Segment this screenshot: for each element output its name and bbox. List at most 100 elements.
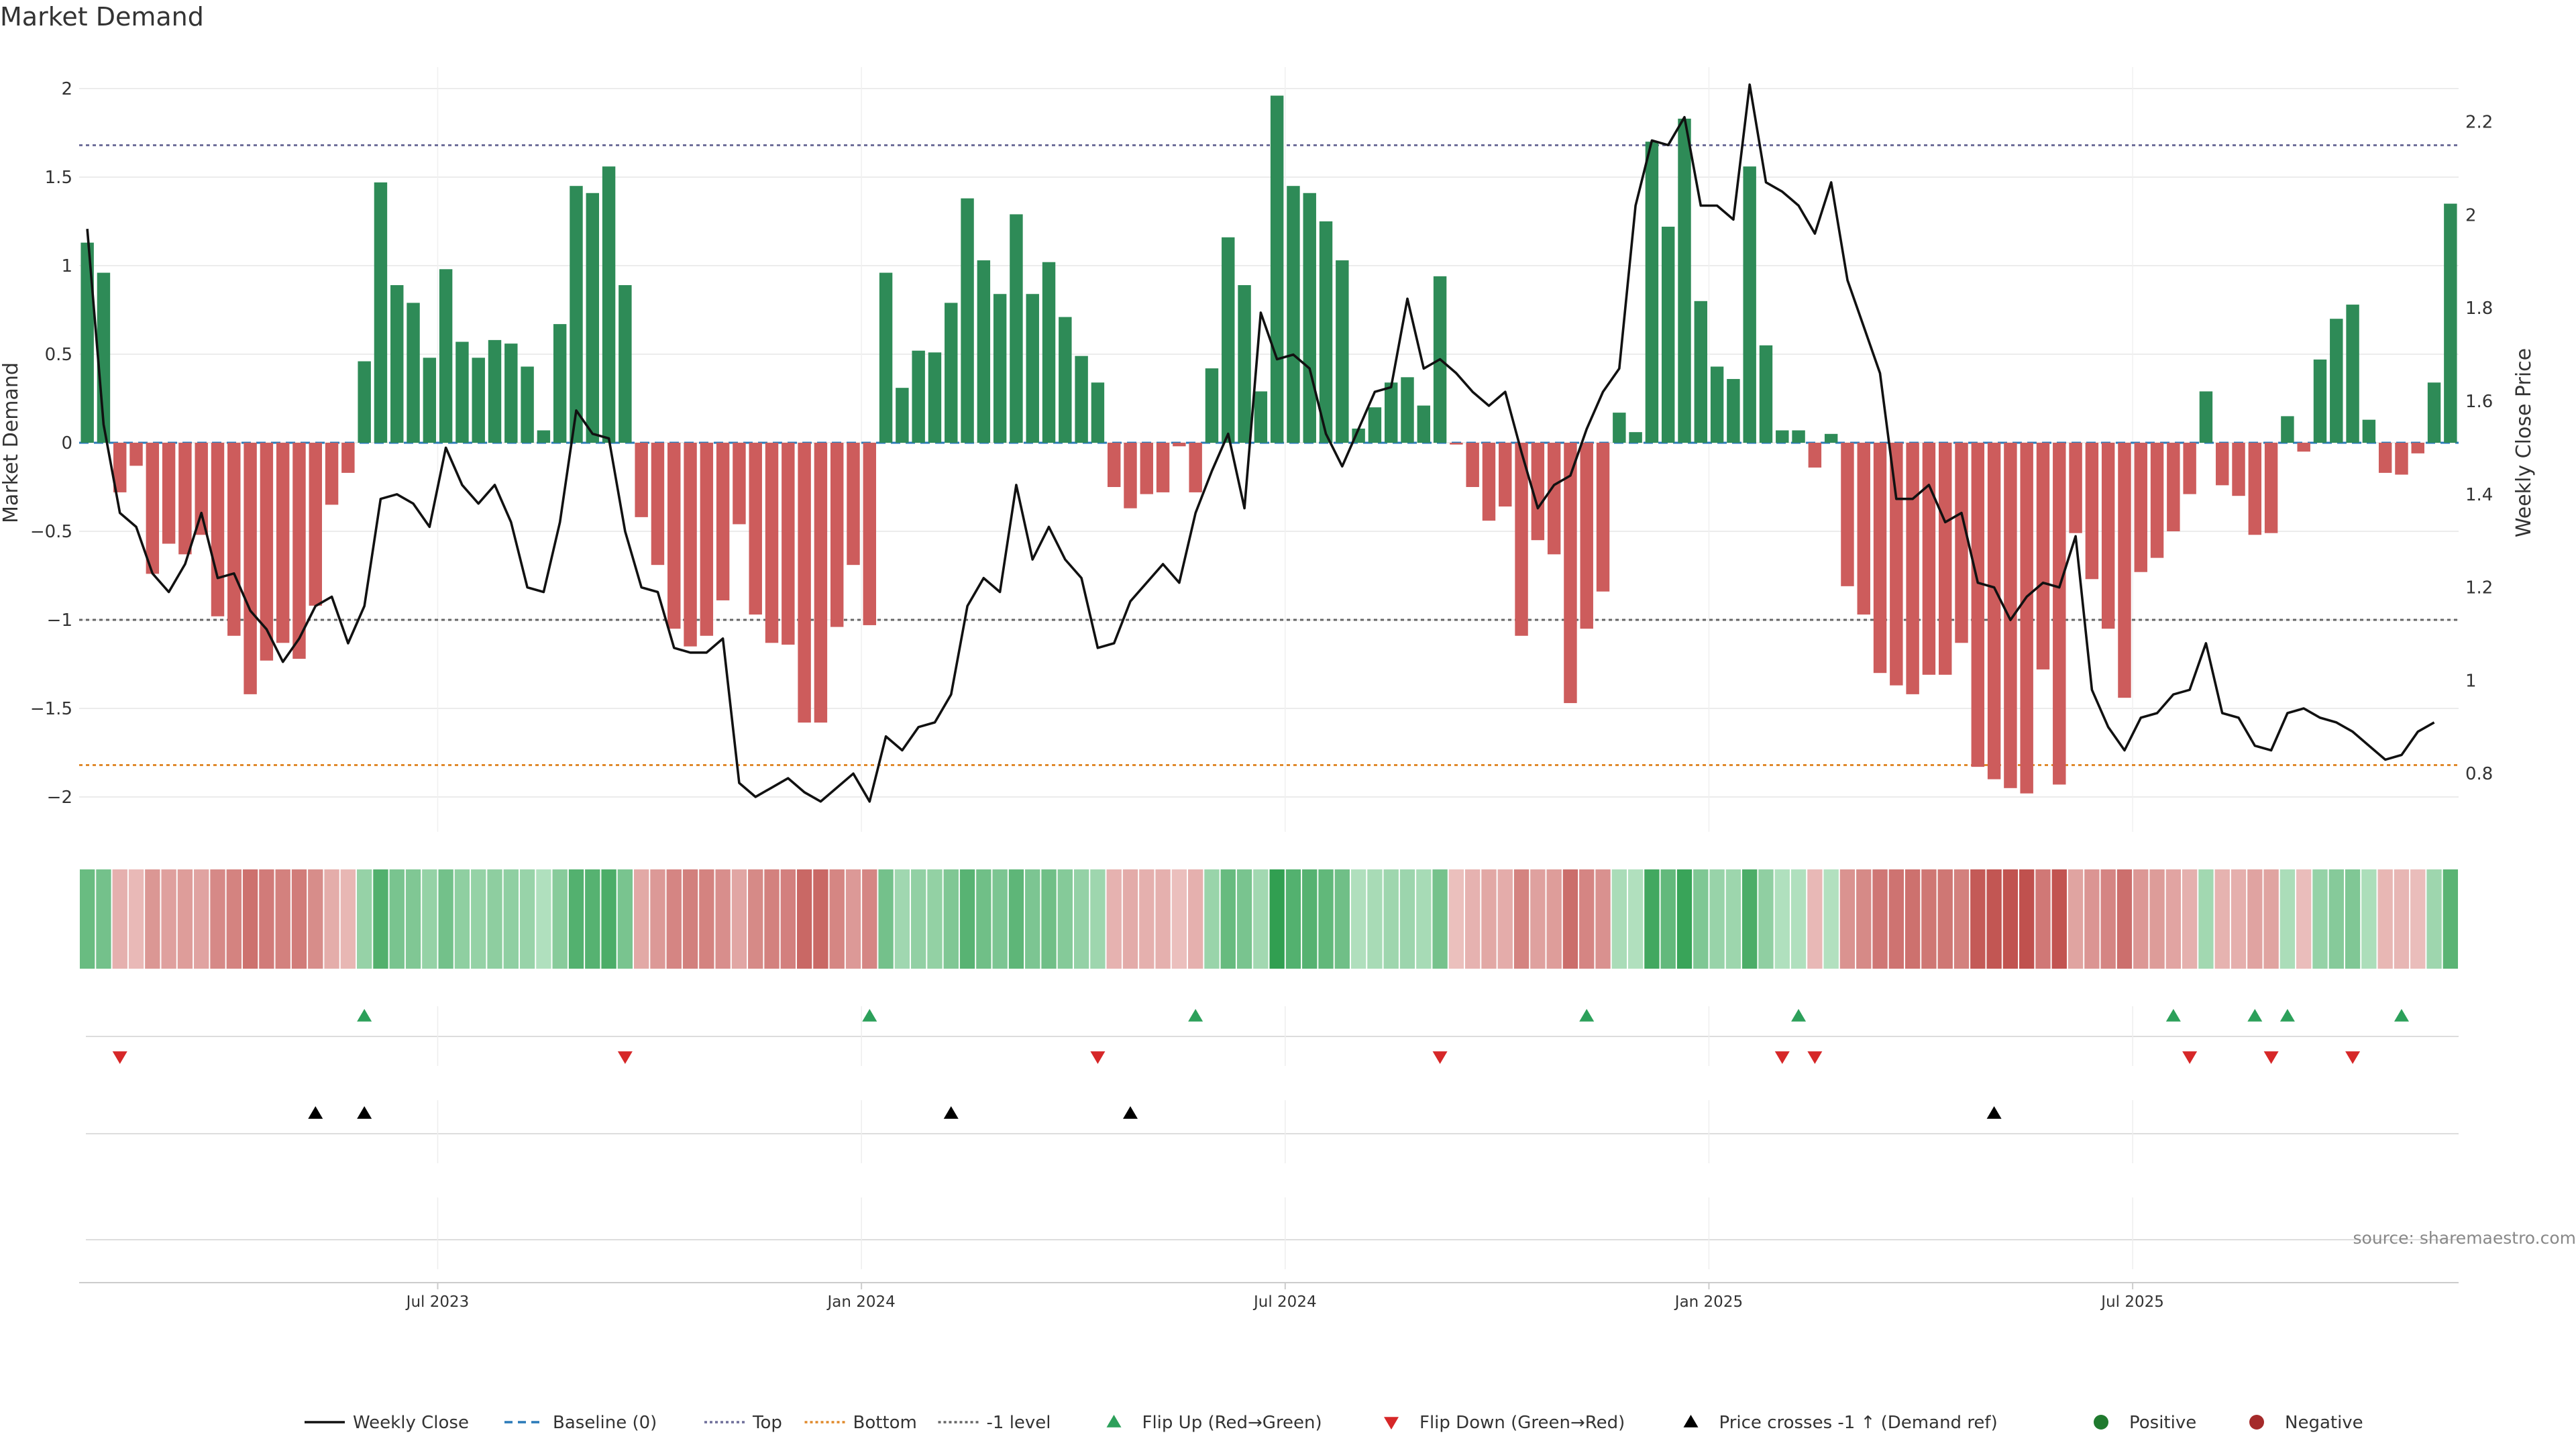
demand-bars xyxy=(80,95,2457,794)
demand-bar-negative xyxy=(325,443,339,505)
heat-cell xyxy=(2035,869,2051,969)
heat-cell xyxy=(1970,869,1986,969)
y-tick-label: −1.5 xyxy=(30,699,72,719)
demand-bar-negative xyxy=(2378,443,2392,473)
heat-cell xyxy=(487,869,502,969)
demand-bar-positive xyxy=(1776,430,1789,443)
demand-bar-negative xyxy=(1808,443,1822,468)
demand-bar-negative xyxy=(1955,443,1968,643)
demand-bar-negative xyxy=(830,443,844,627)
heat-cell xyxy=(1562,869,1578,969)
heat-cell xyxy=(2084,869,2100,969)
demand-bar-negative xyxy=(2036,443,2050,669)
heat-cell xyxy=(780,869,796,969)
flip-down-marker xyxy=(1432,1051,1448,1064)
heat-cell xyxy=(242,869,258,969)
heat-cell xyxy=(1302,869,1318,969)
heat-cell xyxy=(1399,869,1415,969)
legend: Weekly Close Baseline (0) Top Bottom -1 leve… xyxy=(305,1413,2363,1433)
demand-bar-positive xyxy=(1319,221,1333,443)
heat-cell xyxy=(1481,869,1497,969)
heat-cell xyxy=(1122,869,1138,969)
heat-cell xyxy=(226,869,241,969)
heat-cell xyxy=(1546,869,1562,969)
demand-bar-negative xyxy=(260,443,274,661)
price-cross-marker xyxy=(1122,1106,1138,1119)
demand-bar-positive xyxy=(407,303,420,443)
heat-cell xyxy=(291,869,307,969)
demand-bar-positive xyxy=(455,341,469,443)
y-tick-label: −2 xyxy=(47,788,72,808)
demand-bar-negative xyxy=(798,443,811,723)
legend-item: Flip Up (Red→Green) xyxy=(1106,1413,1322,1433)
legend-swatch xyxy=(1384,1417,1399,1430)
demand-bar-negative xyxy=(276,443,290,643)
demand-bar-negative xyxy=(2264,443,2278,533)
heat-cell xyxy=(910,869,926,969)
legend-swatch xyxy=(1106,1415,1122,1428)
legend-label: Top xyxy=(752,1413,782,1433)
heat-cell xyxy=(1448,869,1464,969)
heat-cell xyxy=(1139,869,1155,969)
x-tick-label: Jan 2024 xyxy=(826,1293,895,1311)
heat-cell xyxy=(2214,869,2230,969)
heat-cell xyxy=(1937,869,1953,969)
heat-cell xyxy=(177,869,193,969)
heat-cell xyxy=(2002,869,2019,969)
demand-bar-negative xyxy=(2069,443,2082,533)
demand-bar-positive xyxy=(879,272,893,443)
legend-item: Negative xyxy=(2249,1413,2363,1433)
heat-cell xyxy=(1856,869,1872,969)
heat-cell xyxy=(666,869,682,969)
demand-bar-positive xyxy=(1743,166,1756,443)
flip-up-marker xyxy=(1579,1009,1595,1022)
heat-cell xyxy=(1432,869,1448,969)
heat-cell xyxy=(2165,869,2182,969)
heat-cell xyxy=(1106,869,1122,969)
heat-cell xyxy=(1953,869,1970,969)
demand-bar-negative xyxy=(667,443,681,629)
heat-cell xyxy=(2068,869,2084,969)
y-axis-ticks: 2 1.5 1 0.5 0 −0.5 −1 −1.5 −2 xyxy=(30,79,72,808)
y-tick-label: 0 xyxy=(61,433,72,453)
legend-swatch xyxy=(2094,1415,2108,1430)
heat-cell xyxy=(1986,869,2002,969)
heat-cell xyxy=(2263,869,2279,969)
demand-bar-positive xyxy=(537,430,551,443)
heat-cell xyxy=(1709,869,1725,969)
demand-bar-negative xyxy=(1499,443,1512,507)
demand-bar-positive xyxy=(1222,237,1235,443)
legend-item: Price crosses -1 ↑ (Demand ref) xyxy=(1683,1413,1998,1433)
legend-label: Bottom xyxy=(853,1413,917,1433)
price-cross-marker xyxy=(943,1106,959,1119)
heat-cell xyxy=(1171,869,1187,969)
heat-cell xyxy=(682,869,698,969)
demand-bar-positive xyxy=(1792,430,1805,443)
x-tick-label: Jul 2025 xyxy=(2100,1293,2164,1311)
demand-bar-positive xyxy=(602,166,616,443)
y2-tick-label: 2 xyxy=(2465,205,2477,225)
demand-bar-negative xyxy=(2216,443,2229,486)
demand-bar-negative xyxy=(1515,443,1528,636)
demand-bar-positive xyxy=(1710,366,1724,443)
heat-cell xyxy=(519,869,535,969)
heat-cell xyxy=(699,869,714,969)
heat-cell xyxy=(1057,869,1073,969)
demand-bar-negative xyxy=(1156,443,1170,492)
heat-cell xyxy=(503,869,519,969)
flip-up-marker xyxy=(2247,1009,2263,1022)
heat-cell xyxy=(1921,869,1937,969)
demand-bar-negative xyxy=(1890,443,1903,686)
flip-up-markers xyxy=(357,1009,2409,1022)
demand-bar-negative xyxy=(2020,443,2033,794)
demand-bar-negative xyxy=(1596,443,1610,592)
demand-bar-negative xyxy=(292,443,306,659)
demand-bar-positive xyxy=(1759,345,1773,443)
heat-cell xyxy=(2426,869,2442,969)
legend-label: Price crosses -1 ↑ (Demand ref) xyxy=(1719,1413,1998,1433)
demand-bar-positive xyxy=(2199,391,2213,443)
heat-cell xyxy=(764,869,780,969)
demand-bar-positive xyxy=(1661,226,1675,443)
y2-axis-label: Weekly Close Price xyxy=(2512,348,2536,537)
heat-cell xyxy=(422,869,437,969)
